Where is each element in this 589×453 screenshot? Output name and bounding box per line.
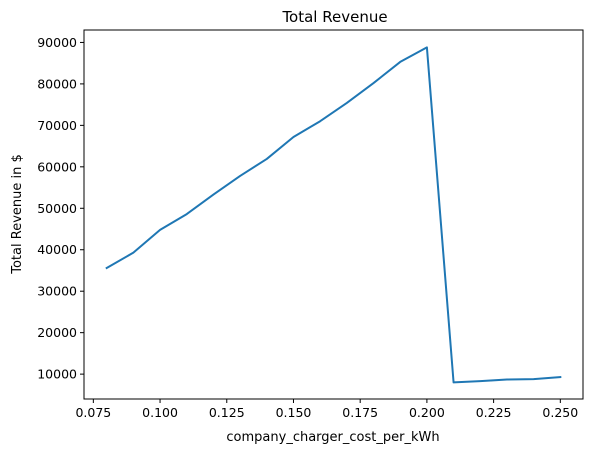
y-tick-label: 10000 — [37, 367, 77, 382]
y-axis-label: Total Revenue in $ — [10, 154, 25, 275]
x-tick-label: 0.075 — [75, 405, 111, 420]
y-tick-label: 60000 — [37, 159, 77, 174]
x-tick-label: 0.100 — [142, 405, 178, 420]
y-tick-label: 20000 — [37, 325, 77, 340]
plot-frame — [83, 29, 584, 400]
x-tick-label: 0.150 — [276, 405, 312, 420]
y-tick-label: 70000 — [37, 118, 77, 133]
y-tick-label: 80000 — [37, 76, 77, 91]
series-line — [105, 46, 562, 384]
y-tick-label: 90000 — [37, 35, 77, 50]
x-tick-label: 0.175 — [342, 405, 378, 420]
x-tick-label: 0.200 — [409, 405, 445, 420]
x-tick-label: 0.125 — [209, 405, 245, 420]
y-tick-label: 50000 — [37, 201, 77, 216]
x-tick-label: 0.250 — [542, 405, 578, 420]
x-axis-label: company_charger_cost_per_kWh — [226, 430, 439, 445]
x-tick-label: 0.225 — [476, 405, 512, 420]
series-lines — [105, 46, 562, 384]
axis-ticks: 0.075 0.100 0.125 0.150 0.175 0.200 0.225 0.250… — [37, 35, 578, 420]
y-tick-label: 30000 — [37, 284, 77, 299]
chart-title: Total Revenue — [281, 8, 387, 26]
y-tick-label: 40000 — [37, 242, 77, 257]
